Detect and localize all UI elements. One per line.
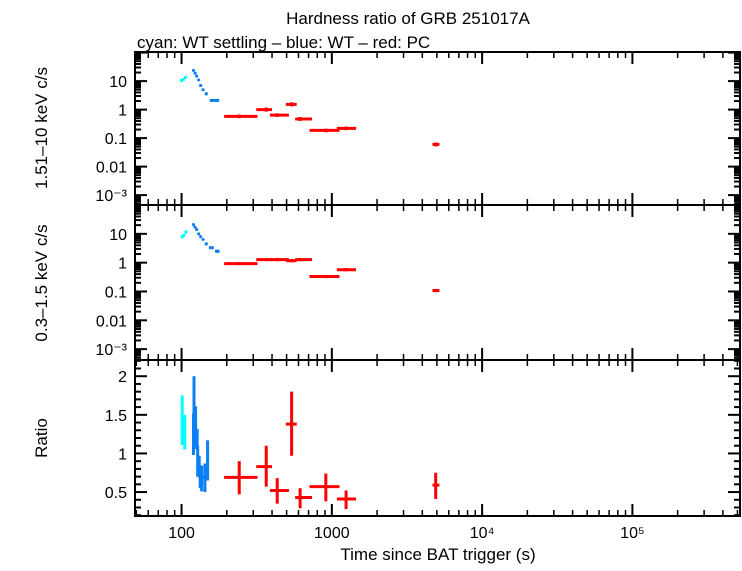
data-point xyxy=(209,98,215,102)
y-tick-label: 0.5 xyxy=(105,485,127,502)
cyan-series xyxy=(180,230,188,239)
panel-1: 10 1 0.1 0.01 10⁻³ 1.51–10 keV c/s xyxy=(32,51,741,206)
data-point xyxy=(269,258,289,262)
data-point xyxy=(224,461,258,495)
x-tick-label: 100 xyxy=(168,525,195,542)
blue-series xyxy=(191,376,210,493)
y-tick-label: 10 xyxy=(109,227,127,244)
x-axis-label: Time since BAT trigger (s) xyxy=(340,545,535,564)
y-tick-label: 1 xyxy=(118,446,127,463)
cyan-series xyxy=(180,395,187,450)
red-series xyxy=(224,102,440,147)
data-point xyxy=(199,235,203,239)
blue-series xyxy=(191,68,220,102)
data-point xyxy=(285,391,297,456)
data-point xyxy=(214,98,220,102)
data-point xyxy=(193,71,197,75)
panel-2: 10 1 0.1 0.01 10⁻³ 0.3–1.5 keV c/s xyxy=(32,204,741,361)
y-axis-label: 0.3–1.5 keV c/s xyxy=(32,224,51,341)
cyan-series xyxy=(180,75,187,83)
y-axis-label: 1.51–10 keV c/s xyxy=(32,67,51,189)
data-point xyxy=(195,228,199,232)
y-tick-label: 1.5 xyxy=(105,408,127,425)
data-point xyxy=(183,75,187,79)
data-point xyxy=(269,478,289,504)
data-point xyxy=(192,376,196,430)
data-point xyxy=(309,128,340,133)
data-point xyxy=(191,68,195,72)
data-point xyxy=(295,488,313,509)
data-point xyxy=(183,414,187,450)
data-point xyxy=(194,406,198,449)
data-point xyxy=(336,268,357,272)
data-point xyxy=(215,249,220,253)
panel-3: 2 1.5 1 0.5 100 1000 10⁴ 10⁵ Ratio xyxy=(32,359,741,542)
y-tick-label: 0.1 xyxy=(105,284,127,301)
data-point xyxy=(432,142,440,147)
y-tick-label: 10⁻³ xyxy=(95,188,127,205)
data-point xyxy=(182,233,186,237)
data-point xyxy=(432,472,440,500)
data-point xyxy=(295,117,313,121)
data-point xyxy=(180,235,184,239)
data-point xyxy=(336,126,357,131)
data-point xyxy=(269,113,289,118)
data-point xyxy=(256,107,273,112)
data-point xyxy=(309,473,340,502)
red-series xyxy=(224,258,440,293)
y-tick-label: 2 xyxy=(118,369,127,386)
x-tick-label: 1000 xyxy=(314,525,350,542)
x-tick-label: 10⁵ xyxy=(620,525,644,542)
data-point xyxy=(285,102,297,107)
plot-frame xyxy=(134,204,741,361)
data-point xyxy=(199,84,203,88)
data-point xyxy=(181,77,185,81)
data-point xyxy=(204,242,208,246)
plot-frame xyxy=(134,51,741,206)
y-tick-label: 1 xyxy=(118,103,127,120)
data-point xyxy=(224,114,258,119)
y-axis-label: Ratio xyxy=(32,418,51,458)
y-tick-label: 1 xyxy=(118,256,127,273)
data-point xyxy=(197,78,201,82)
data-point xyxy=(309,275,340,279)
y-tick-label: 0.1 xyxy=(105,131,127,148)
data-point xyxy=(180,395,184,445)
data-point xyxy=(285,258,297,263)
data-point xyxy=(336,490,357,510)
data-point xyxy=(184,230,188,234)
data-point xyxy=(208,246,214,250)
data-point xyxy=(191,223,195,227)
chart-subtitle: cyan: WT settling – blue: WT – red: PC xyxy=(137,33,430,52)
data-point xyxy=(204,92,208,96)
y-tick-label: 0.01 xyxy=(96,313,127,330)
data-point xyxy=(200,465,204,492)
data-point xyxy=(203,463,207,493)
data-point xyxy=(432,288,440,293)
blue-series xyxy=(191,223,220,253)
plot-frame xyxy=(134,359,741,517)
data-point xyxy=(295,258,313,262)
data-point xyxy=(206,440,210,481)
data-point xyxy=(193,225,197,229)
y-tick-label: 10⁻³ xyxy=(95,342,127,359)
data-point xyxy=(224,262,258,266)
y-tick-label: 0.01 xyxy=(96,160,127,177)
chart-title: Hardness ratio of GRB 251017A xyxy=(286,9,530,28)
y-tick-label: 10 xyxy=(109,74,127,91)
data-point xyxy=(256,258,273,262)
data-point xyxy=(256,445,273,487)
red-series xyxy=(224,391,440,510)
data-point xyxy=(201,88,205,92)
x-tick-label: 10⁴ xyxy=(470,525,495,542)
data-point xyxy=(201,237,205,241)
data-point xyxy=(197,232,201,236)
data-point xyxy=(195,74,199,78)
